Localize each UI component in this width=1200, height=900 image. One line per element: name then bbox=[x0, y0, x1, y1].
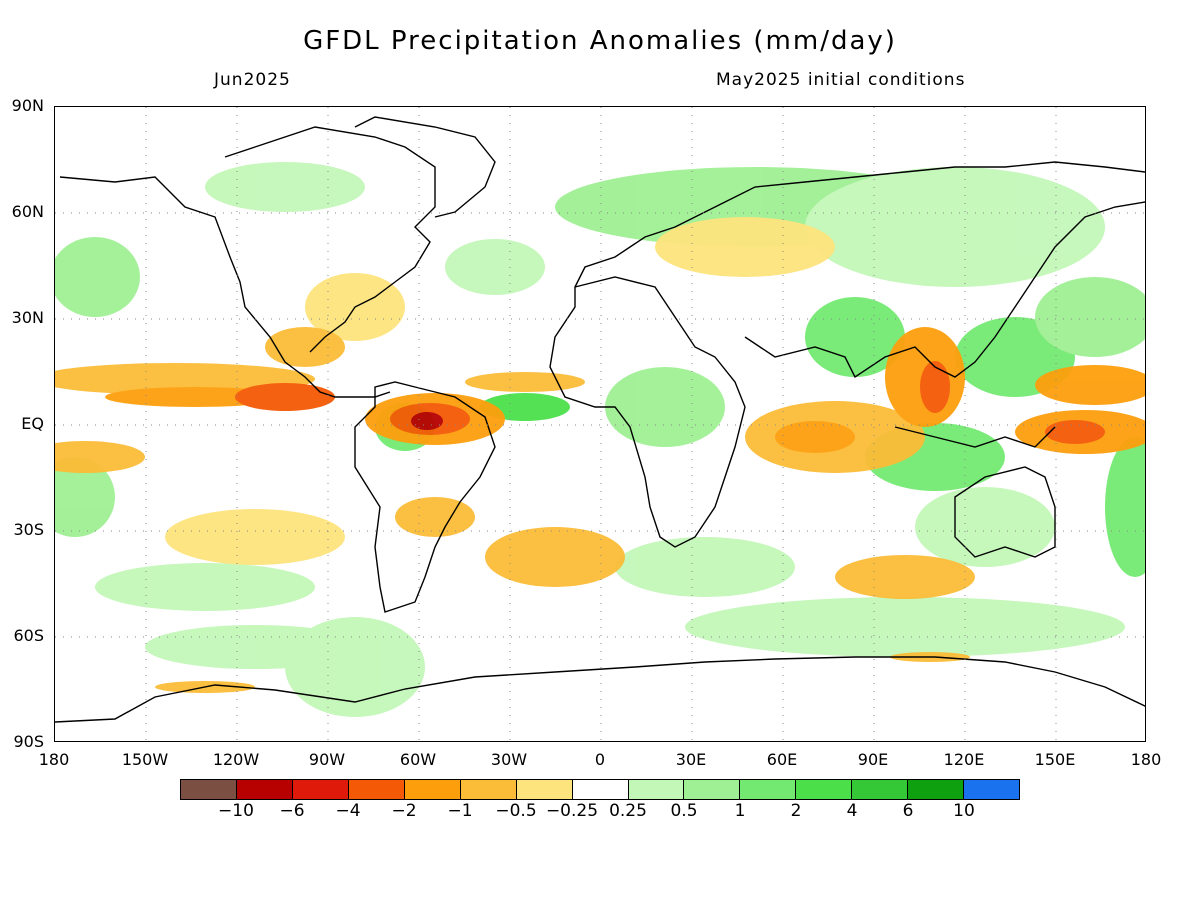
wet-anomaly-region bbox=[615, 537, 795, 597]
wet-anomaly-region bbox=[605, 367, 725, 447]
lat-label-90n: 90N bbox=[0, 96, 44, 115]
lon-label-180w: 180 bbox=[24, 750, 84, 769]
initial-conditions-label: May2025 initial conditions bbox=[716, 70, 965, 90]
colorbar bbox=[180, 779, 1020, 800]
lon-label-90e: 90E bbox=[843, 750, 903, 769]
wet-anomaly-region bbox=[805, 167, 1105, 287]
lat-label-90s: 90S bbox=[0, 732, 44, 751]
wet-anomaly-region bbox=[685, 597, 1125, 657]
colorbar-label: 10 bbox=[936, 801, 992, 821]
valid-month-label: Jun2025 bbox=[214, 70, 291, 90]
colorbar-label: 4 bbox=[824, 801, 880, 821]
colorbar-label: −0.5 bbox=[488, 801, 544, 821]
colorbar-swatch bbox=[629, 780, 685, 799]
colorbar-label: −1 bbox=[432, 801, 488, 821]
dry-anomaly-region bbox=[835, 555, 975, 599]
dry-anomaly-region bbox=[465, 372, 585, 392]
map-canvas bbox=[55, 107, 1146, 742]
chart-title: GFDL Precipitation Anomalies (mm/day) bbox=[0, 26, 1200, 56]
dry-anomaly-region bbox=[775, 421, 855, 453]
dry-anomaly-region bbox=[411, 412, 443, 430]
dry-anomaly-region bbox=[485, 527, 625, 587]
colorbar-label: −10 bbox=[208, 801, 264, 821]
precipitation-anomaly-map bbox=[54, 106, 1146, 742]
lon-label-150e: 150E bbox=[1025, 750, 1085, 769]
greenland-coast bbox=[355, 117, 495, 217]
colorbar-swatch bbox=[237, 780, 293, 799]
wet-anomaly-region bbox=[915, 487, 1055, 567]
dry-anomaly-region bbox=[1045, 420, 1105, 444]
colorbar-label: −2 bbox=[376, 801, 432, 821]
dry-anomaly-region bbox=[165, 509, 345, 565]
colorbar-swatch bbox=[573, 780, 629, 799]
lon-label-30e: 30E bbox=[661, 750, 721, 769]
lat-label-eq: EQ bbox=[0, 414, 44, 433]
lat-label-60n: 60N bbox=[0, 202, 44, 221]
lon-label-180e: 180 bbox=[1116, 750, 1176, 769]
wet-anomaly-region bbox=[1105, 437, 1146, 577]
dry-anomaly-region bbox=[265, 327, 345, 367]
lon-label-60w: 60W bbox=[388, 750, 448, 769]
colorbar-swatch bbox=[852, 780, 908, 799]
colorbar-label: −0.25 bbox=[544, 801, 600, 821]
colorbar-label: 6 bbox=[880, 801, 936, 821]
wet-anomaly-region bbox=[95, 563, 315, 611]
colorbar-swatch bbox=[740, 780, 796, 799]
colorbar-swatch bbox=[461, 780, 517, 799]
colorbar-swatch bbox=[517, 780, 573, 799]
lon-label-120w: 120W bbox=[206, 750, 266, 769]
lon-label-90w: 90W bbox=[297, 750, 357, 769]
colorbar-swatch bbox=[796, 780, 852, 799]
wet-anomaly-region bbox=[445, 239, 545, 295]
colorbar-label: −6 bbox=[264, 801, 320, 821]
colorbar-swatch bbox=[293, 780, 349, 799]
lon-label-0: 0 bbox=[570, 750, 630, 769]
lon-label-60e: 60E bbox=[752, 750, 812, 769]
colorbar-swatch bbox=[684, 780, 740, 799]
lon-label-120e: 120E bbox=[934, 750, 994, 769]
colorbar-swatch bbox=[908, 780, 964, 799]
colorbar-label: 0.5 bbox=[656, 801, 712, 821]
dry-anomaly-region bbox=[235, 383, 335, 411]
wet-anomaly-region bbox=[55, 237, 140, 317]
dry-anomaly-region bbox=[920, 361, 950, 413]
lon-label-150w: 150W bbox=[115, 750, 175, 769]
lon-label-30w: 30W bbox=[479, 750, 539, 769]
colorbar-label: −4 bbox=[320, 801, 376, 821]
colorbar-swatch bbox=[405, 780, 461, 799]
colorbar-label: 0.25 bbox=[600, 801, 656, 821]
colorbar-swatch bbox=[349, 780, 405, 799]
wet-anomaly-region bbox=[205, 162, 365, 212]
lat-label-30n: 30N bbox=[0, 308, 44, 327]
colorbar-label: 1 bbox=[712, 801, 768, 821]
colorbar-swatch bbox=[181, 780, 237, 799]
dry-anomaly-region bbox=[655, 217, 835, 277]
dry-anomaly-region bbox=[55, 441, 145, 473]
lat-label-30s: 30S bbox=[0, 520, 44, 539]
colorbar-swatch bbox=[964, 780, 1019, 799]
lat-label-60s: 60S bbox=[0, 626, 44, 645]
colorbar-label: 2 bbox=[768, 801, 824, 821]
wet-anomaly-layer bbox=[55, 162, 1146, 717]
